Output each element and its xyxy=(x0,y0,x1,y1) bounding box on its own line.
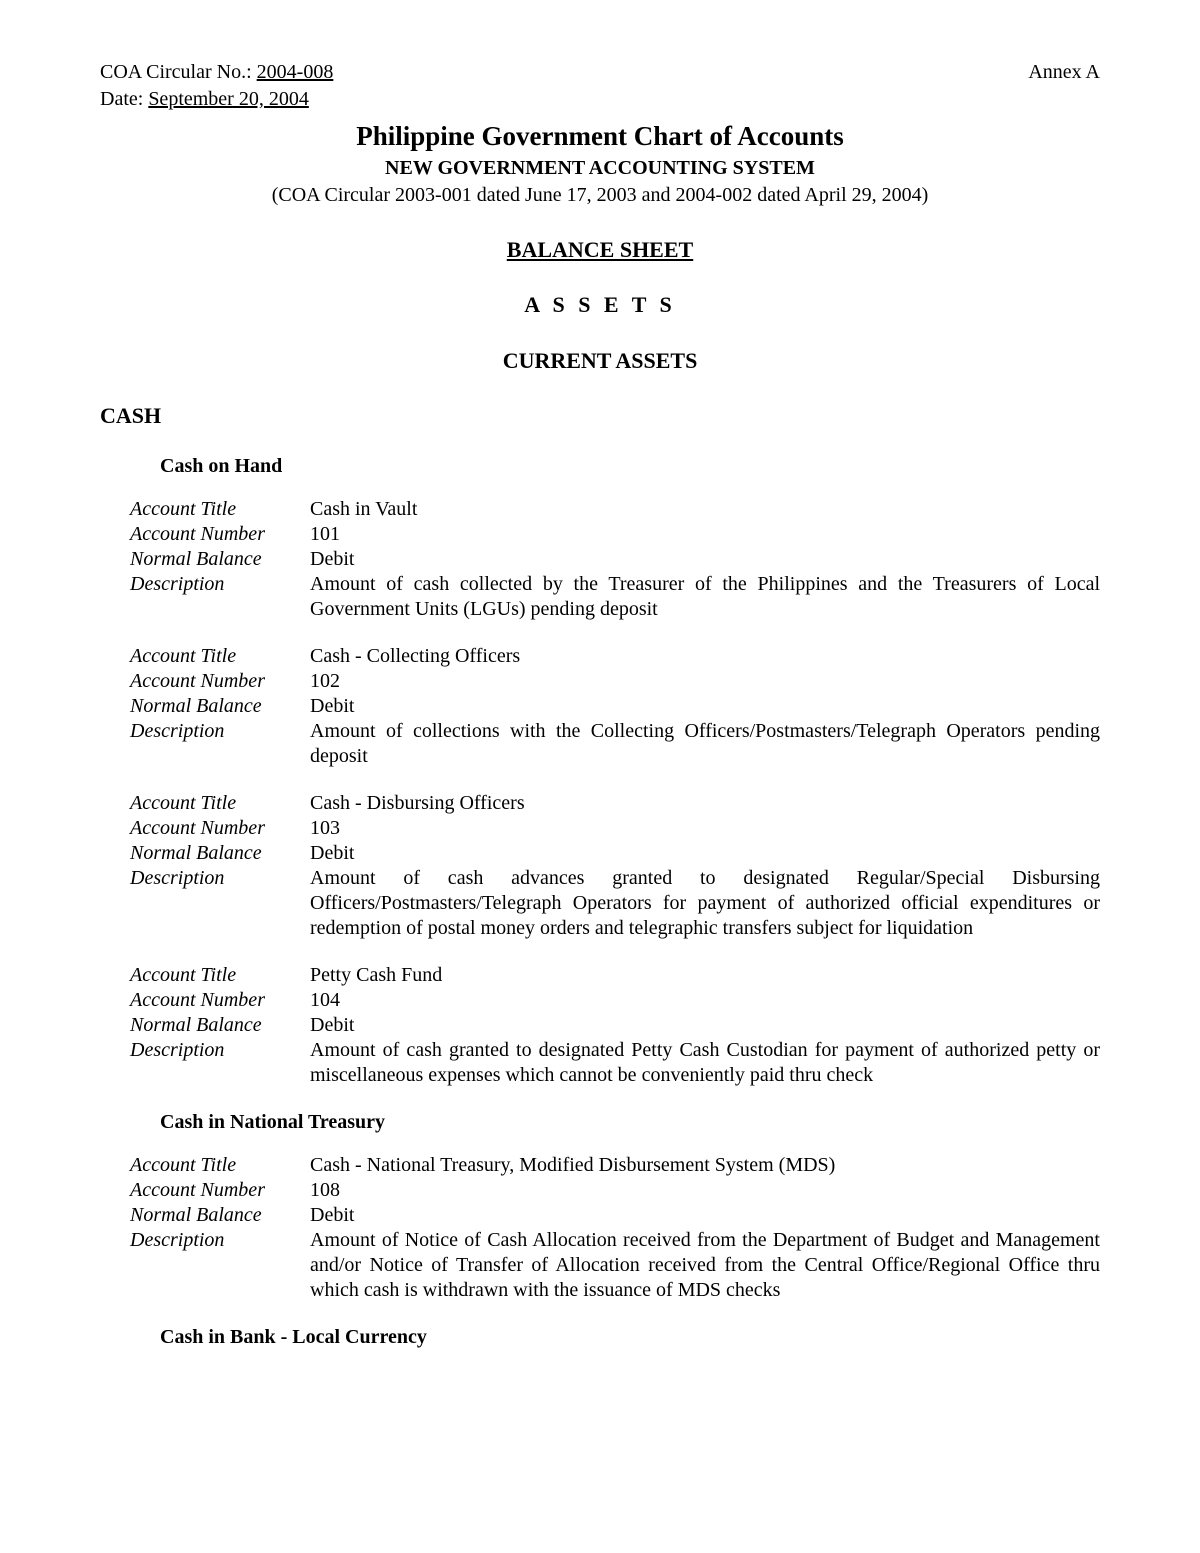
field-label: Account Title xyxy=(130,497,310,522)
account-row: Account Number101 xyxy=(130,522,1100,547)
current-assets-heading: CURRENT ASSETS xyxy=(100,347,1100,375)
title-block: Philippine Government Chart of Accounts … xyxy=(100,120,1100,374)
account-title: Cash - Disbursing Officers xyxy=(310,791,1100,816)
account-description: Amount of collections with the Collectin… xyxy=(310,719,1100,769)
field-label: Account Number xyxy=(130,988,310,1013)
account-row: Normal BalanceDebit xyxy=(130,1203,1100,1228)
field-label: Account Title xyxy=(130,963,310,988)
categories-container: CASHCash on HandAccount TitleCash in Vau… xyxy=(100,402,1100,1350)
annex-label: Annex A xyxy=(1028,60,1100,85)
field-label: Account Title xyxy=(130,644,310,669)
account-block: Account TitleCash in VaultAccount Number… xyxy=(130,497,1100,622)
account-title: Cash - National Treasury, Modified Disbu… xyxy=(310,1153,1100,1178)
field-label: Description xyxy=(130,866,310,891)
field-label: Normal Balance xyxy=(130,1013,310,1038)
account-balance: Debit xyxy=(310,1203,1100,1228)
account-number: 108 xyxy=(310,1178,1100,1203)
account-balance: Debit xyxy=(310,841,1100,866)
field-label: Normal Balance xyxy=(130,841,310,866)
account-balance: Debit xyxy=(310,694,1100,719)
account-description: Amount of cash collected by the Treasure… xyxy=(310,572,1100,622)
circular-line: COA Circular No.: 2004-008 xyxy=(100,60,333,85)
account-title: Cash in Vault xyxy=(310,497,1100,522)
field-label: Account Number xyxy=(130,816,310,841)
account-row: DescriptionAmount of cash collected by t… xyxy=(130,572,1100,622)
account-row: Account Number104 xyxy=(130,988,1100,1013)
field-label: Description xyxy=(130,1038,310,1063)
account-block: Account TitlePetty Cash FundAccount Numb… xyxy=(130,963,1100,1088)
field-label: Description xyxy=(130,1228,310,1253)
field-label: Account Number xyxy=(130,522,310,547)
field-label: Account Number xyxy=(130,1178,310,1203)
date-line: Date: September 20, 2004 xyxy=(100,87,1100,112)
account-number: 101 xyxy=(310,522,1100,547)
account-row: Account TitleCash - Collecting Officers xyxy=(130,644,1100,669)
field-label: Account Number xyxy=(130,669,310,694)
balance-sheet-heading: BALANCE SHEET xyxy=(100,236,1100,264)
subtitle-bold: NEW GOVERNMENT ACCOUNTING SYSTEM xyxy=(100,156,1100,181)
field-label: Normal Balance xyxy=(130,694,310,719)
account-block: Account TitleCash - Disbursing OfficersA… xyxy=(130,791,1100,941)
field-label: Account Title xyxy=(130,1153,310,1178)
account-row: Account TitleCash - Disbursing Officers xyxy=(130,791,1100,816)
account-row: Account TitlePetty Cash Fund xyxy=(130,963,1100,988)
subcategory-heading: Cash in National Treasury xyxy=(160,1110,1100,1135)
field-label: Description xyxy=(130,572,310,597)
field-label: Normal Balance xyxy=(130,1203,310,1228)
account-description: Amount of cash granted to designated Pet… xyxy=(310,1038,1100,1088)
subtitle-reference: (COA Circular 2003-001 dated June 17, 20… xyxy=(100,183,1100,208)
subcategory-heading: Cash in Bank - Local Currency xyxy=(160,1325,1100,1350)
account-number: 104 xyxy=(310,988,1100,1013)
account-row: DescriptionAmount of collections with th… xyxy=(130,719,1100,769)
account-number: 103 xyxy=(310,816,1100,841)
account-row: DescriptionAmount of cash granted to des… xyxy=(130,1038,1100,1088)
account-row: Normal BalanceDebit xyxy=(130,841,1100,866)
circular-value: 2004-008 xyxy=(257,61,334,83)
account-row: Account TitleCash - National Treasury, M… xyxy=(130,1153,1100,1178)
date-label: Date: xyxy=(100,88,143,110)
subcategory-heading: Cash on Hand xyxy=(160,454,1100,479)
account-balance: Debit xyxy=(310,547,1100,572)
account-title: Petty Cash Fund xyxy=(310,963,1100,988)
account-description: Amount of cash advances granted to desig… xyxy=(310,866,1100,941)
main-title: Philippine Government Chart of Accounts xyxy=(100,120,1100,154)
category-heading: CASH xyxy=(100,402,1100,430)
field-label: Description xyxy=(130,719,310,744)
assets-heading: A S S E T S xyxy=(100,291,1100,319)
account-row: Account Number108 xyxy=(130,1178,1100,1203)
account-balance: Debit xyxy=(310,1013,1100,1038)
account-row: DescriptionAmount of Notice of Cash Allo… xyxy=(130,1228,1100,1303)
account-row: Account TitleCash in Vault xyxy=(130,497,1100,522)
account-row: Account Number103 xyxy=(130,816,1100,841)
account-row: Normal BalanceDebit xyxy=(130,547,1100,572)
account-title: Cash - Collecting Officers xyxy=(310,644,1100,669)
account-row: Normal BalanceDebit xyxy=(130,1013,1100,1038)
account-row: DescriptionAmount of cash advances grant… xyxy=(130,866,1100,941)
field-label: Account Title xyxy=(130,791,310,816)
account-number: 102 xyxy=(310,669,1100,694)
account-block: Account TitleCash - National Treasury, M… xyxy=(130,1153,1100,1303)
field-label: Normal Balance xyxy=(130,547,310,572)
account-block: Account TitleCash - Collecting OfficersA… xyxy=(130,644,1100,769)
account-row: Account Number102 xyxy=(130,669,1100,694)
account-row: Normal BalanceDebit xyxy=(130,694,1100,719)
account-description: Amount of Notice of Cash Allocation rece… xyxy=(310,1228,1100,1303)
date-value: September 20, 2004 xyxy=(148,88,309,110)
header-row: COA Circular No.: 2004-008 Annex A xyxy=(100,60,1100,85)
circular-label: COA Circular No.: xyxy=(100,61,252,83)
